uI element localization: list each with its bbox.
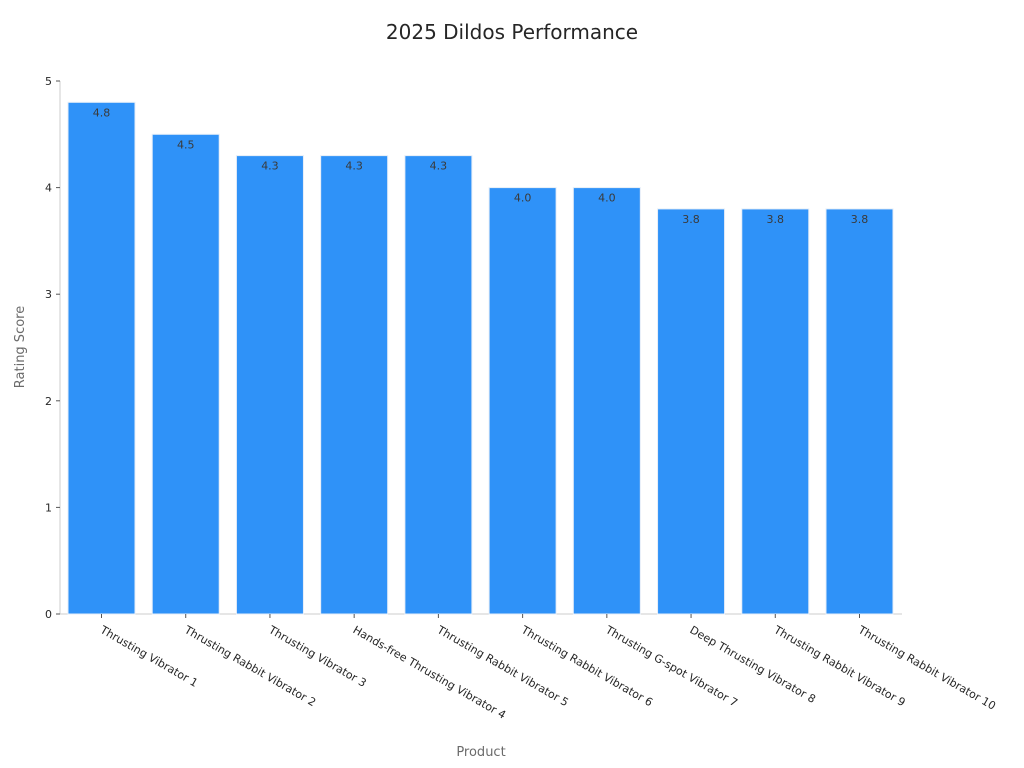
x-tick-label: Thrusting G-spot Vibrator 7 [602, 623, 739, 710]
bar [825, 208, 894, 615]
x-tick-label: Hands-free Thrusting Vibrator 4 [351, 623, 508, 721]
bar-value-label: 3.8 [851, 213, 869, 226]
bar-value-label: 4.8 [93, 106, 111, 119]
bar [572, 187, 641, 615]
bar [67, 101, 136, 615]
x-tick-label: Thrusting Rabbit Vibrator 6 [518, 623, 655, 709]
y-tick-label: 0 [45, 608, 52, 621]
bar-value-label: 4.3 [430, 160, 448, 173]
y-tick-label: 2 [45, 395, 52, 408]
bar-value-label: 4.0 [598, 192, 616, 205]
y-tick-label: 1 [45, 501, 52, 514]
x-tick-label: Thrusting Rabbit Vibrator 2 [181, 623, 318, 709]
x-tick-label: Thrusting Rabbit Vibrator 5 [434, 623, 571, 709]
bar-value-label: 4.3 [345, 160, 363, 173]
bar-value-label: 4.3 [261, 160, 279, 173]
y-axis-ticks: 0 1 2 3 4 5 [45, 75, 60, 621]
bars-group [67, 101, 894, 615]
y-tick-label: 3 [45, 288, 52, 301]
x-tick-label: Thrusting Rabbit Vibrator 10 [855, 623, 998, 713]
bar [404, 155, 473, 615]
bar-value-label: 4.5 [177, 138, 195, 151]
bar [657, 208, 726, 615]
bar [488, 187, 557, 615]
bar [320, 155, 389, 615]
y-axis-title: Rating Score [13, 306, 28, 388]
bar-value-label: 3.8 [682, 213, 700, 226]
x-axis-title: Product [456, 745, 505, 760]
bar-value-label: 3.8 [767, 213, 785, 226]
chart-title: 2025 Dildos Performance [385, 20, 639, 44]
y-tick-label: 4 [45, 182, 52, 195]
bar [151, 133, 220, 615]
x-tick-label: Thrusting Rabbit Vibrator 9 [771, 623, 908, 709]
y-tick-label: 5 [45, 75, 52, 88]
bar-value-label: 4.0 [514, 192, 532, 205]
bar [235, 155, 304, 615]
data-labels-group: 4.8 4.5 4.3 4.3 4.3 4.0 4.0 3.8 3.8 3.8 [93, 106, 869, 226]
bar [741, 208, 810, 615]
